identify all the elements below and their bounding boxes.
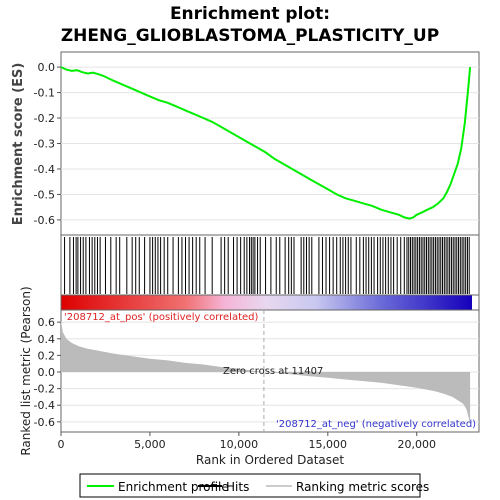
metric-ytick-label: -0.6 [34,416,55,429]
zero-cross-label: Zero cross at 11407 [223,366,323,377]
xtick-label: 10,000 [220,438,259,451]
xtick-label: 15,000 [309,438,348,451]
es-ytick-label: -0.1 [34,87,55,100]
xtick-label: 5,000 [134,438,166,451]
metric-ytick-label: -0.2 [34,383,55,396]
es-ytick-label: -0.2 [34,112,55,125]
es-ytick-label: 0.0 [38,61,56,74]
positive-correlation-label: '208712_at_pos' (positively correlated) [64,312,258,323]
es-yaxis-label: Enrichment score (ES) [11,63,26,226]
legend-label-hits: Hits [226,480,249,494]
chart-title: Enrichment plot: [170,4,330,24]
metric-yaxis-label: Ranked list metric (Pearson) [19,286,33,455]
legend-box [79,473,421,498]
xaxis-label: Rank in Ordered Dataset [196,453,344,467]
rank-color-bar [61,295,472,310]
metric-yaxis-ticks: 0.6 0.4 0.2 0.0 -0.2 -0.4 -0.6 [34,316,61,429]
es-ytick-label: -0.5 [34,188,55,201]
legend-label-ranking-metric: Ranking metric scores [296,480,429,494]
metric-ytick-label: 0.2 [38,349,56,362]
es-ytick-label: -0.6 [34,214,55,227]
metric-panel-frame [60,309,480,433]
legend-label-enrichment-profile: Enrichment profile [118,480,229,494]
metric-ytick-label: 0.0 [38,366,56,379]
xtick-label: 0 [58,438,65,451]
metric-ytick-label: 0.6 [38,316,56,329]
metric-ytick-label: 0.4 [38,333,56,346]
hits-panel-frame [60,234,480,296]
hits-group [64,237,470,294]
xaxis-ticks: 0 5,000 10,000 15,000 20,000 [58,432,436,451]
es-ytick-label: -0.3 [34,138,55,151]
metric-ytick-label: -0.4 [34,399,55,412]
xtick-label: 20,000 [397,438,436,451]
es-gridlines [61,66,479,221]
chart-subtitle: ZHENG_GLIOBLASTOMA_PLASTICITY_UP [61,26,439,46]
negative-correlation-label: '208712_at_neg' (negatively correlated) [276,419,476,430]
es-ytick-label: -0.4 [34,163,55,176]
enrichment-profile-line [60,66,472,220]
ranking-metric-area [61,320,471,424]
es-yaxis-ticks: 0.0 -0.1 -0.2 -0.3 -0.4 -0.5 -0.6 [34,61,61,227]
